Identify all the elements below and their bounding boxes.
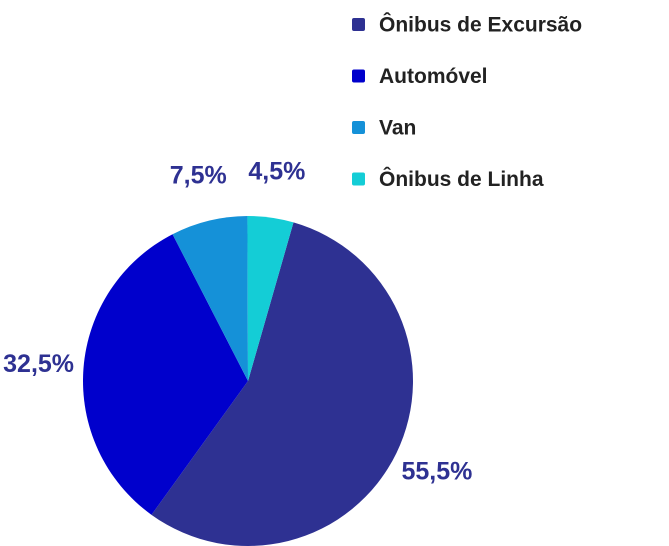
legend-marker xyxy=(352,18,365,31)
pie-slice xyxy=(83,234,248,515)
legend-marker xyxy=(352,69,365,83)
data-label: 55,5% xyxy=(401,457,472,485)
pie-slice xyxy=(247,216,294,381)
data-label: 4,5% xyxy=(248,158,305,186)
legend-label: Ônibus de Linha xyxy=(379,167,544,191)
legend-label: Ônibus de Excursão xyxy=(379,13,582,37)
pie-slice xyxy=(151,222,414,546)
legend-label: Automóvel xyxy=(379,65,488,88)
data-label: 7,5% xyxy=(170,162,227,190)
legend-marker xyxy=(352,172,365,186)
data-label: 32,5% xyxy=(3,350,74,378)
legend-marker xyxy=(352,121,365,134)
pie-slice xyxy=(172,216,248,381)
legend-label: Van xyxy=(379,117,416,140)
